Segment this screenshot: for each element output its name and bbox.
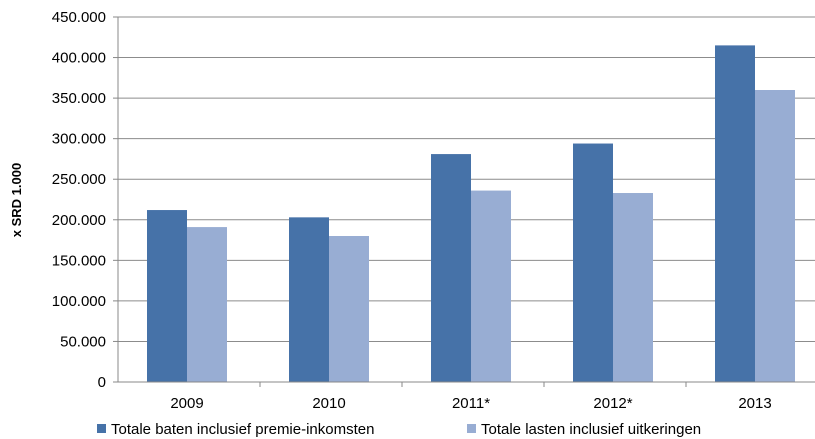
y-axis-label: x SRD 1.000	[9, 163, 24, 237]
bar-lasten	[755, 90, 795, 382]
bars	[147, 45, 795, 383]
bar-lasten	[329, 236, 369, 382]
x-tick-label: 2013	[738, 395, 771, 412]
y-tick-label: 200.000	[52, 212, 106, 229]
x-tick-label: 2012*	[593, 395, 632, 412]
legend-swatch-lasten	[467, 424, 476, 433]
x-tick-labels: 2009 2010 2011* 2012* 2013	[170, 382, 772, 412]
legend-label-lasten: Totale lasten inclusief uitkeringen	[481, 421, 701, 438]
axes	[117, 17, 815, 383]
bar-baten	[431, 154, 471, 382]
x-tick-label: 2011*	[452, 395, 490, 412]
bar-baten	[573, 143, 613, 382]
x-tick-label: 2010	[312, 395, 345, 412]
bar-lasten	[187, 227, 227, 382]
y-tick-label: 0	[98, 374, 106, 391]
bar-lasten	[613, 193, 653, 382]
bar-lasten	[471, 190, 511, 382]
legend-label-baten: Totale baten inclusief premie-inkomsten	[111, 421, 374, 438]
bar-baten	[147, 210, 187, 382]
y-tick-label: 400.000	[52, 50, 106, 67]
y-tick-label: 150.000	[52, 252, 106, 269]
legend: Totale baten inclusief premie-inkomsten …	[97, 421, 701, 438]
x-tick-label: 2009	[170, 395, 203, 412]
y-tick-label: 100.000	[52, 293, 106, 310]
y-tick-label: 50.000	[60, 333, 106, 350]
bar-baten	[289, 217, 329, 382]
gridlines	[118, 16, 815, 342]
legend-swatch-baten	[97, 424, 106, 433]
y-tick-label: 350.000	[52, 90, 106, 107]
y-tick-label: 250.000	[52, 171, 106, 188]
y-tick-label: 450.000	[52, 9, 106, 26]
y-tick-label: 300.000	[52, 131, 106, 148]
bar-baten	[715, 45, 755, 383]
y-tick-labels: 0 50.000 100.000 150.000 200.000 250.000 300.0…	[52, 9, 118, 391]
